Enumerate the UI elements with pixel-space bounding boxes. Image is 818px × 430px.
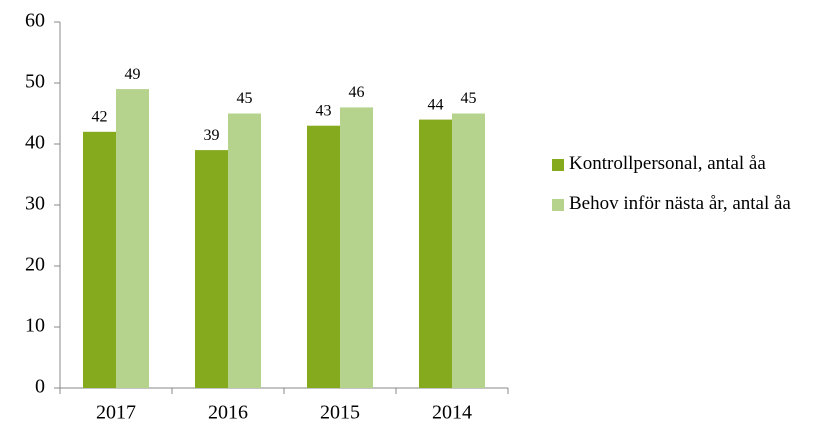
legend: Kontrollpersonal, antal åa Behov inför nä… <box>552 148 802 228</box>
bar <box>452 113 485 388</box>
y-tick-label: 60 <box>25 10 45 32</box>
legend-label: Behov inför nästa år, antal åa <box>569 193 791 214</box>
bar <box>307 125 340 388</box>
legend-swatch <box>552 159 564 171</box>
bar <box>83 131 116 389</box>
x-tick-label: 2016 <box>208 402 248 424</box>
legend-swatch <box>552 199 564 211</box>
bar <box>419 119 452 388</box>
legend-entry: Behov inför nästa år, antal åa <box>552 188 802 220</box>
data-label: 45 <box>461 90 477 107</box>
data-label: 46 <box>349 84 365 101</box>
data-label: 43 <box>316 102 332 119</box>
bar <box>228 113 261 388</box>
x-tick-label: 2015 <box>320 402 360 424</box>
x-tick-label: 2014 <box>432 402 472 424</box>
y-tick-label: 10 <box>25 315 45 337</box>
legend-entry: Kontrollpersonal, antal åa <box>552 148 802 180</box>
legend-label: Kontrollpersonal, antal åa <box>569 153 766 174</box>
data-label: 39 <box>204 127 220 144</box>
bar <box>340 107 373 389</box>
y-tick-label: 50 <box>25 71 45 93</box>
data-label: 42 <box>92 108 108 125</box>
data-label: 44 <box>428 96 444 113</box>
data-label: 45 <box>237 90 253 107</box>
bar <box>195 150 228 388</box>
x-tick-label: 2017 <box>96 402 136 424</box>
bar <box>116 89 149 388</box>
data-label: 49 <box>125 66 141 83</box>
y-tick-label: 40 <box>25 132 45 154</box>
y-tick-label: 20 <box>25 254 45 276</box>
y-tick-label: 0 <box>35 376 45 398</box>
y-tick-label: 30 <box>25 193 45 215</box>
